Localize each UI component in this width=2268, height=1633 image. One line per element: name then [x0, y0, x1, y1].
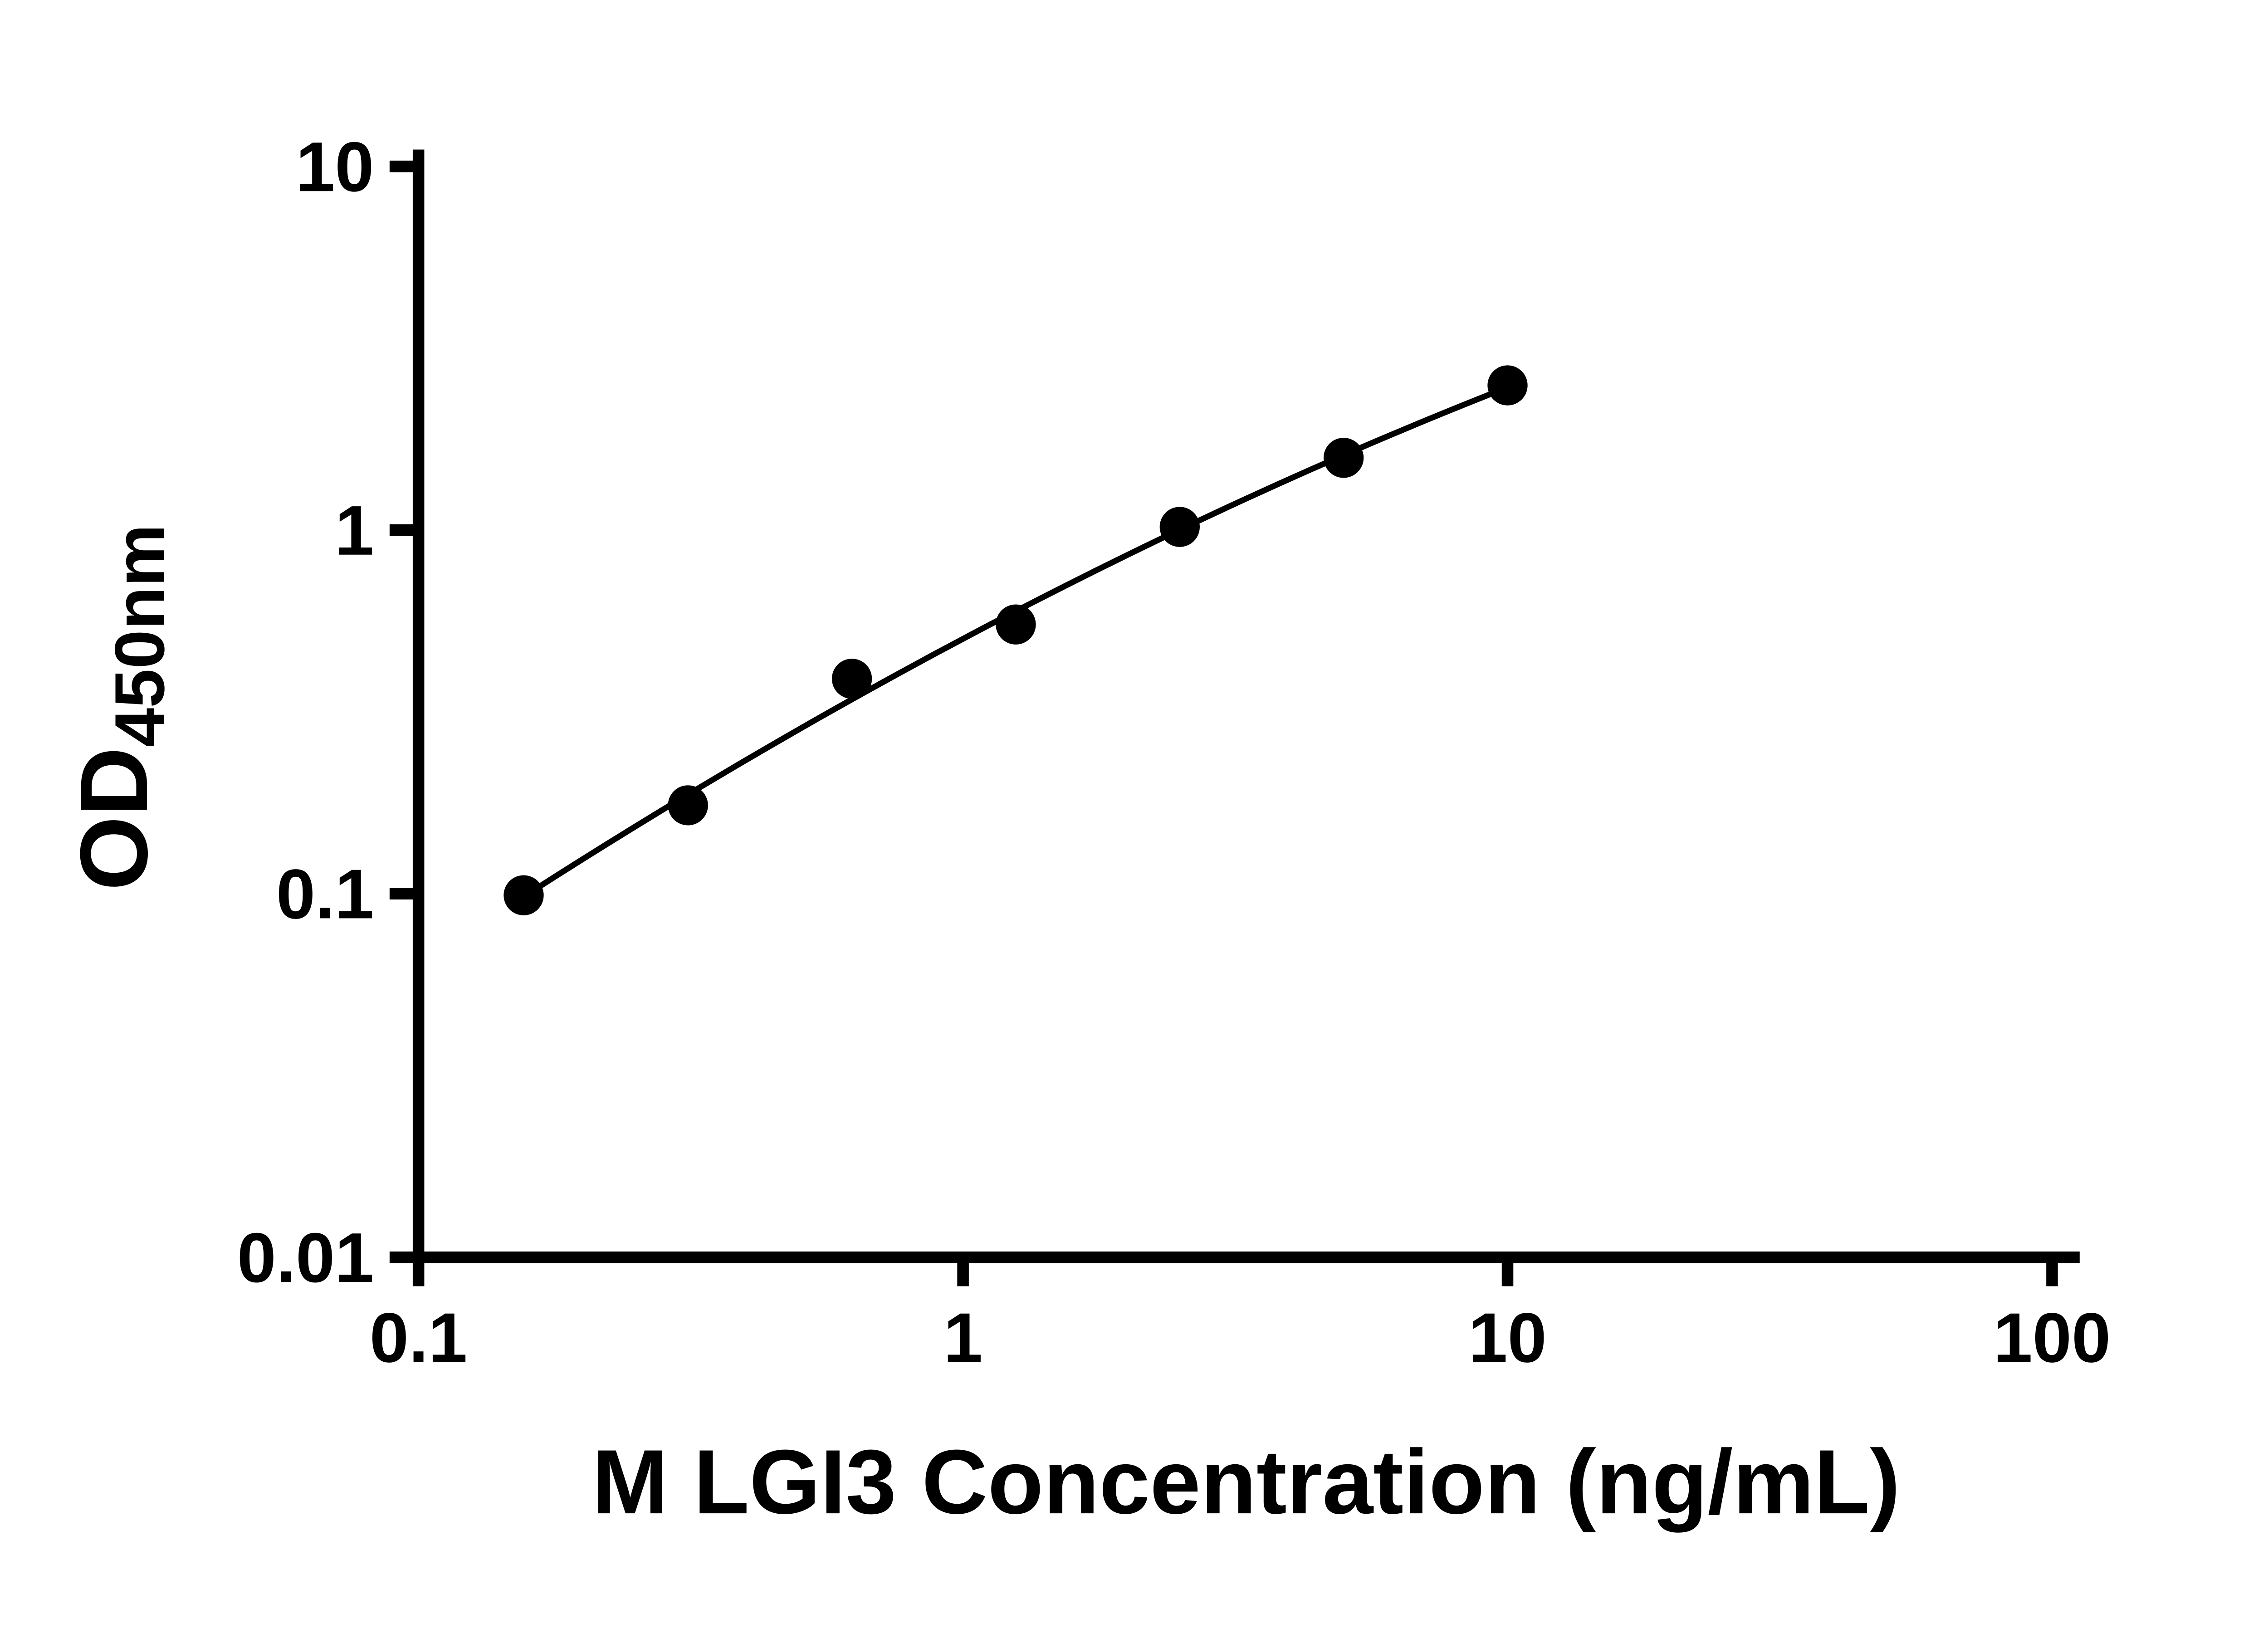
- x-tick-label: 1: [943, 1298, 982, 1377]
- y-tick-label: 10: [296, 127, 374, 206]
- data-point: [668, 785, 708, 826]
- y-tick-label: 1: [335, 491, 374, 570]
- y-tick-label: 0.01: [237, 1218, 374, 1297]
- y-axis-label: OD450nm: [60, 524, 179, 891]
- data-point: [1487, 365, 1528, 406]
- data-point: [996, 604, 1036, 645]
- x-tick-label: 0.1: [370, 1298, 468, 1377]
- data-point: [1159, 507, 1200, 547]
- y-axis-label-subscript: 450nm: [100, 524, 179, 747]
- data-point: [831, 659, 872, 699]
- data-point: [503, 875, 544, 915]
- x-tick-label: 100: [1994, 1298, 2111, 1377]
- x-tick-label: 10: [1468, 1298, 1547, 1377]
- data-point: [1323, 438, 1364, 478]
- y-tick-label: 0.1: [276, 855, 374, 933]
- y-axis-label-main: OD: [60, 747, 167, 891]
- x-axis-label: M LGI3 Concentration (ng/mL): [592, 1431, 1900, 1533]
